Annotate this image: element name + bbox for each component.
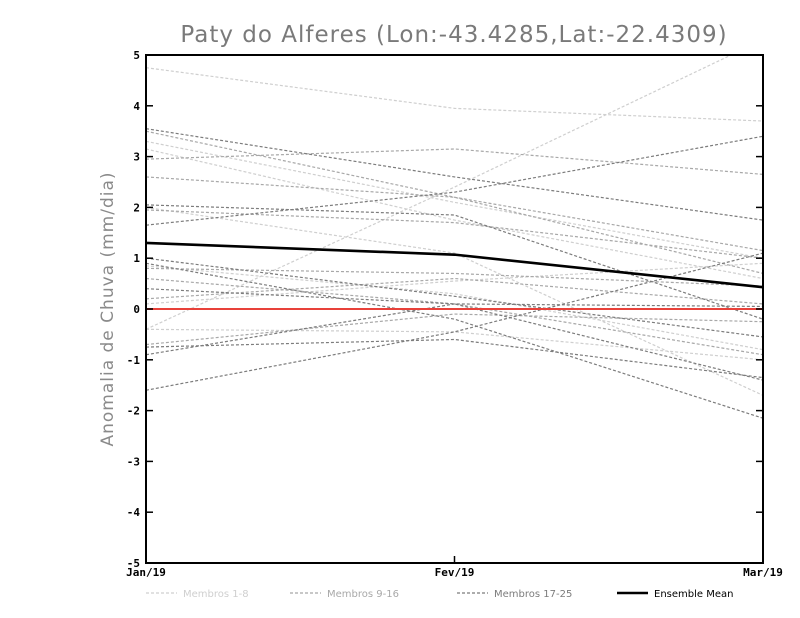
series-line-12 bbox=[146, 267, 763, 287]
legend-label: Ensemble Mean bbox=[654, 589, 733, 600]
series-line-10 bbox=[146, 176, 763, 275]
legend: Membros 1-8 Membros 9-16 Membros 17-25 Ense… bbox=[146, 589, 733, 600]
series-line-2 bbox=[146, 55, 733, 330]
x-tick-label: Mar/19 bbox=[743, 566, 783, 579]
series-layer bbox=[146, 55, 763, 419]
y-tick-label: 0 bbox=[133, 303, 140, 316]
series-line-15 bbox=[146, 130, 763, 252]
series-line-14 bbox=[146, 313, 763, 346]
series-line-17 bbox=[146, 128, 763, 221]
chart-title: Paty do Alferes (Lon:-43.4285,Lat:-22.43… bbox=[180, 22, 727, 48]
series-line-4 bbox=[146, 148, 763, 280]
y-tick-label: -4 bbox=[127, 506, 141, 519]
series-line-8 bbox=[146, 328, 763, 361]
series-line-16 bbox=[146, 277, 763, 356]
ensemble-mean-line bbox=[146, 241, 763, 289]
series-line-20 bbox=[146, 257, 763, 338]
y-tick-label: 4 bbox=[133, 100, 140, 113]
series-line-3 bbox=[146, 140, 763, 259]
series-line-22 bbox=[146, 338, 763, 379]
series-line-18 bbox=[146, 204, 763, 320]
series-line-9 bbox=[146, 148, 763, 175]
series-line-11 bbox=[146, 209, 763, 259]
series-line-24 bbox=[146, 303, 763, 356]
series-line-13 bbox=[146, 277, 763, 305]
series-line-23 bbox=[146, 252, 763, 391]
y-tick-label: 5 bbox=[133, 49, 140, 62]
legend-label: Membros 17-25 bbox=[494, 589, 572, 600]
axis-layer: -5 -4 -3 -2 -1 0 1 2 3 4 5 Jan/19 Fev/19 Mar/19 bbox=[126, 49, 783, 579]
series-line-6 bbox=[146, 206, 763, 396]
y-axis-label: Anomalia de Chuva (mm/dia) bbox=[98, 171, 118, 446]
x-tick-label: Fev/19 bbox=[435, 566, 475, 579]
series-line-21 bbox=[146, 288, 763, 381]
series-line-7 bbox=[146, 262, 763, 305]
y-tick-label: 1 bbox=[133, 252, 140, 265]
x-tick-label: Jan/19 bbox=[126, 566, 166, 579]
y-tick-label: -2 bbox=[127, 405, 140, 418]
legend-label: Membros 1-8 bbox=[183, 589, 249, 600]
y-tick-label: -5 bbox=[127, 557, 140, 570]
y-tick-label: -1 bbox=[127, 354, 141, 367]
y-tick-label: 3 bbox=[133, 151, 140, 164]
y-tick-label: 2 bbox=[133, 201, 140, 214]
series-line-19 bbox=[146, 135, 763, 226]
legend-label: Membros 9-16 bbox=[327, 589, 399, 600]
y-tick-label: -3 bbox=[127, 455, 140, 468]
series-line-1 bbox=[146, 67, 763, 122]
